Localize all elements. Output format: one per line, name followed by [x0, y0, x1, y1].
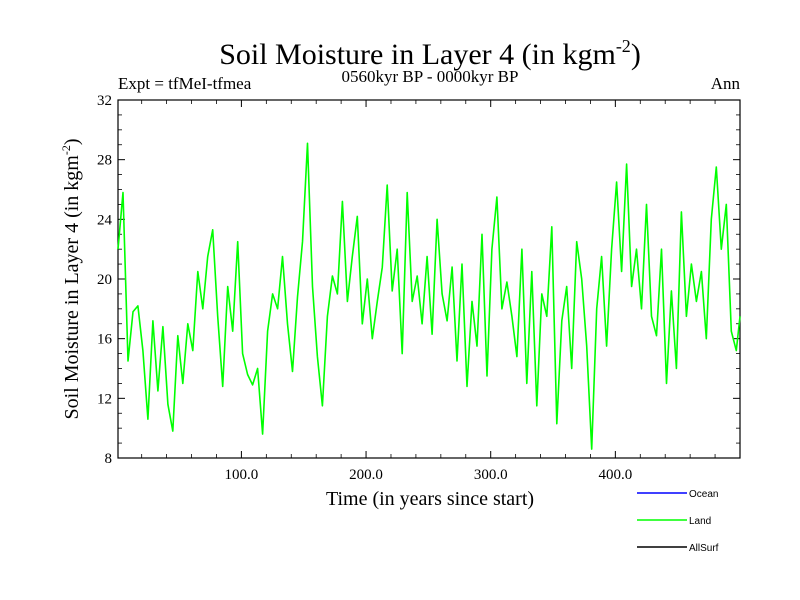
y-tick-label: 16 — [97, 332, 113, 348]
x-tick-label: 300.0 — [474, 467, 508, 483]
x-tick-label: 200.0 — [349, 467, 383, 483]
y-axis-label: Soil Moisture in Layer 4 (in kgm-2) — [59, 138, 83, 419]
legend-label-land: Land — [689, 516, 711, 527]
legend-label-allsurf: AllSurf — [689, 543, 719, 554]
y-tick-label: 32 — [97, 93, 112, 109]
y-tick-label: 24 — [97, 212, 113, 228]
series-layer — [117, 142, 741, 450]
y-axis: 8 12 16 20 24 28 32 — [97, 93, 740, 467]
x-tick-label: 400.0 — [598, 467, 632, 483]
period-label: 0560kyr BP - 0000kyr BP — [342, 67, 519, 86]
y-tick-label: 8 — [105, 451, 113, 467]
y-tick-label: 20 — [97, 272, 112, 288]
legend: Ocean Land AllSurf — [637, 489, 719, 554]
season-label: Ann — [711, 74, 741, 93]
x-axis-label: Time (in years since start) — [326, 488, 534, 510]
x-tick-label: 100.0 — [225, 467, 259, 483]
chart-title-superscript: -2 — [616, 36, 631, 56]
series-line-land — [117, 142, 741, 450]
chart-title: Soil Moisture in Layer 4 (in kgm-2) — [219, 36, 641, 71]
legend-label-ocean: Ocean — [689, 489, 718, 500]
experiment-label: Expt = tfMeI-tfmea — [118, 74, 252, 93]
y-axis-label-superscript: -2 — [59, 145, 73, 155]
y-tick-label: 28 — [97, 153, 112, 169]
y-tick-label: 12 — [97, 391, 112, 407]
x-axis: 100.0 200.0 300.0 400.0 — [141, 100, 716, 483]
